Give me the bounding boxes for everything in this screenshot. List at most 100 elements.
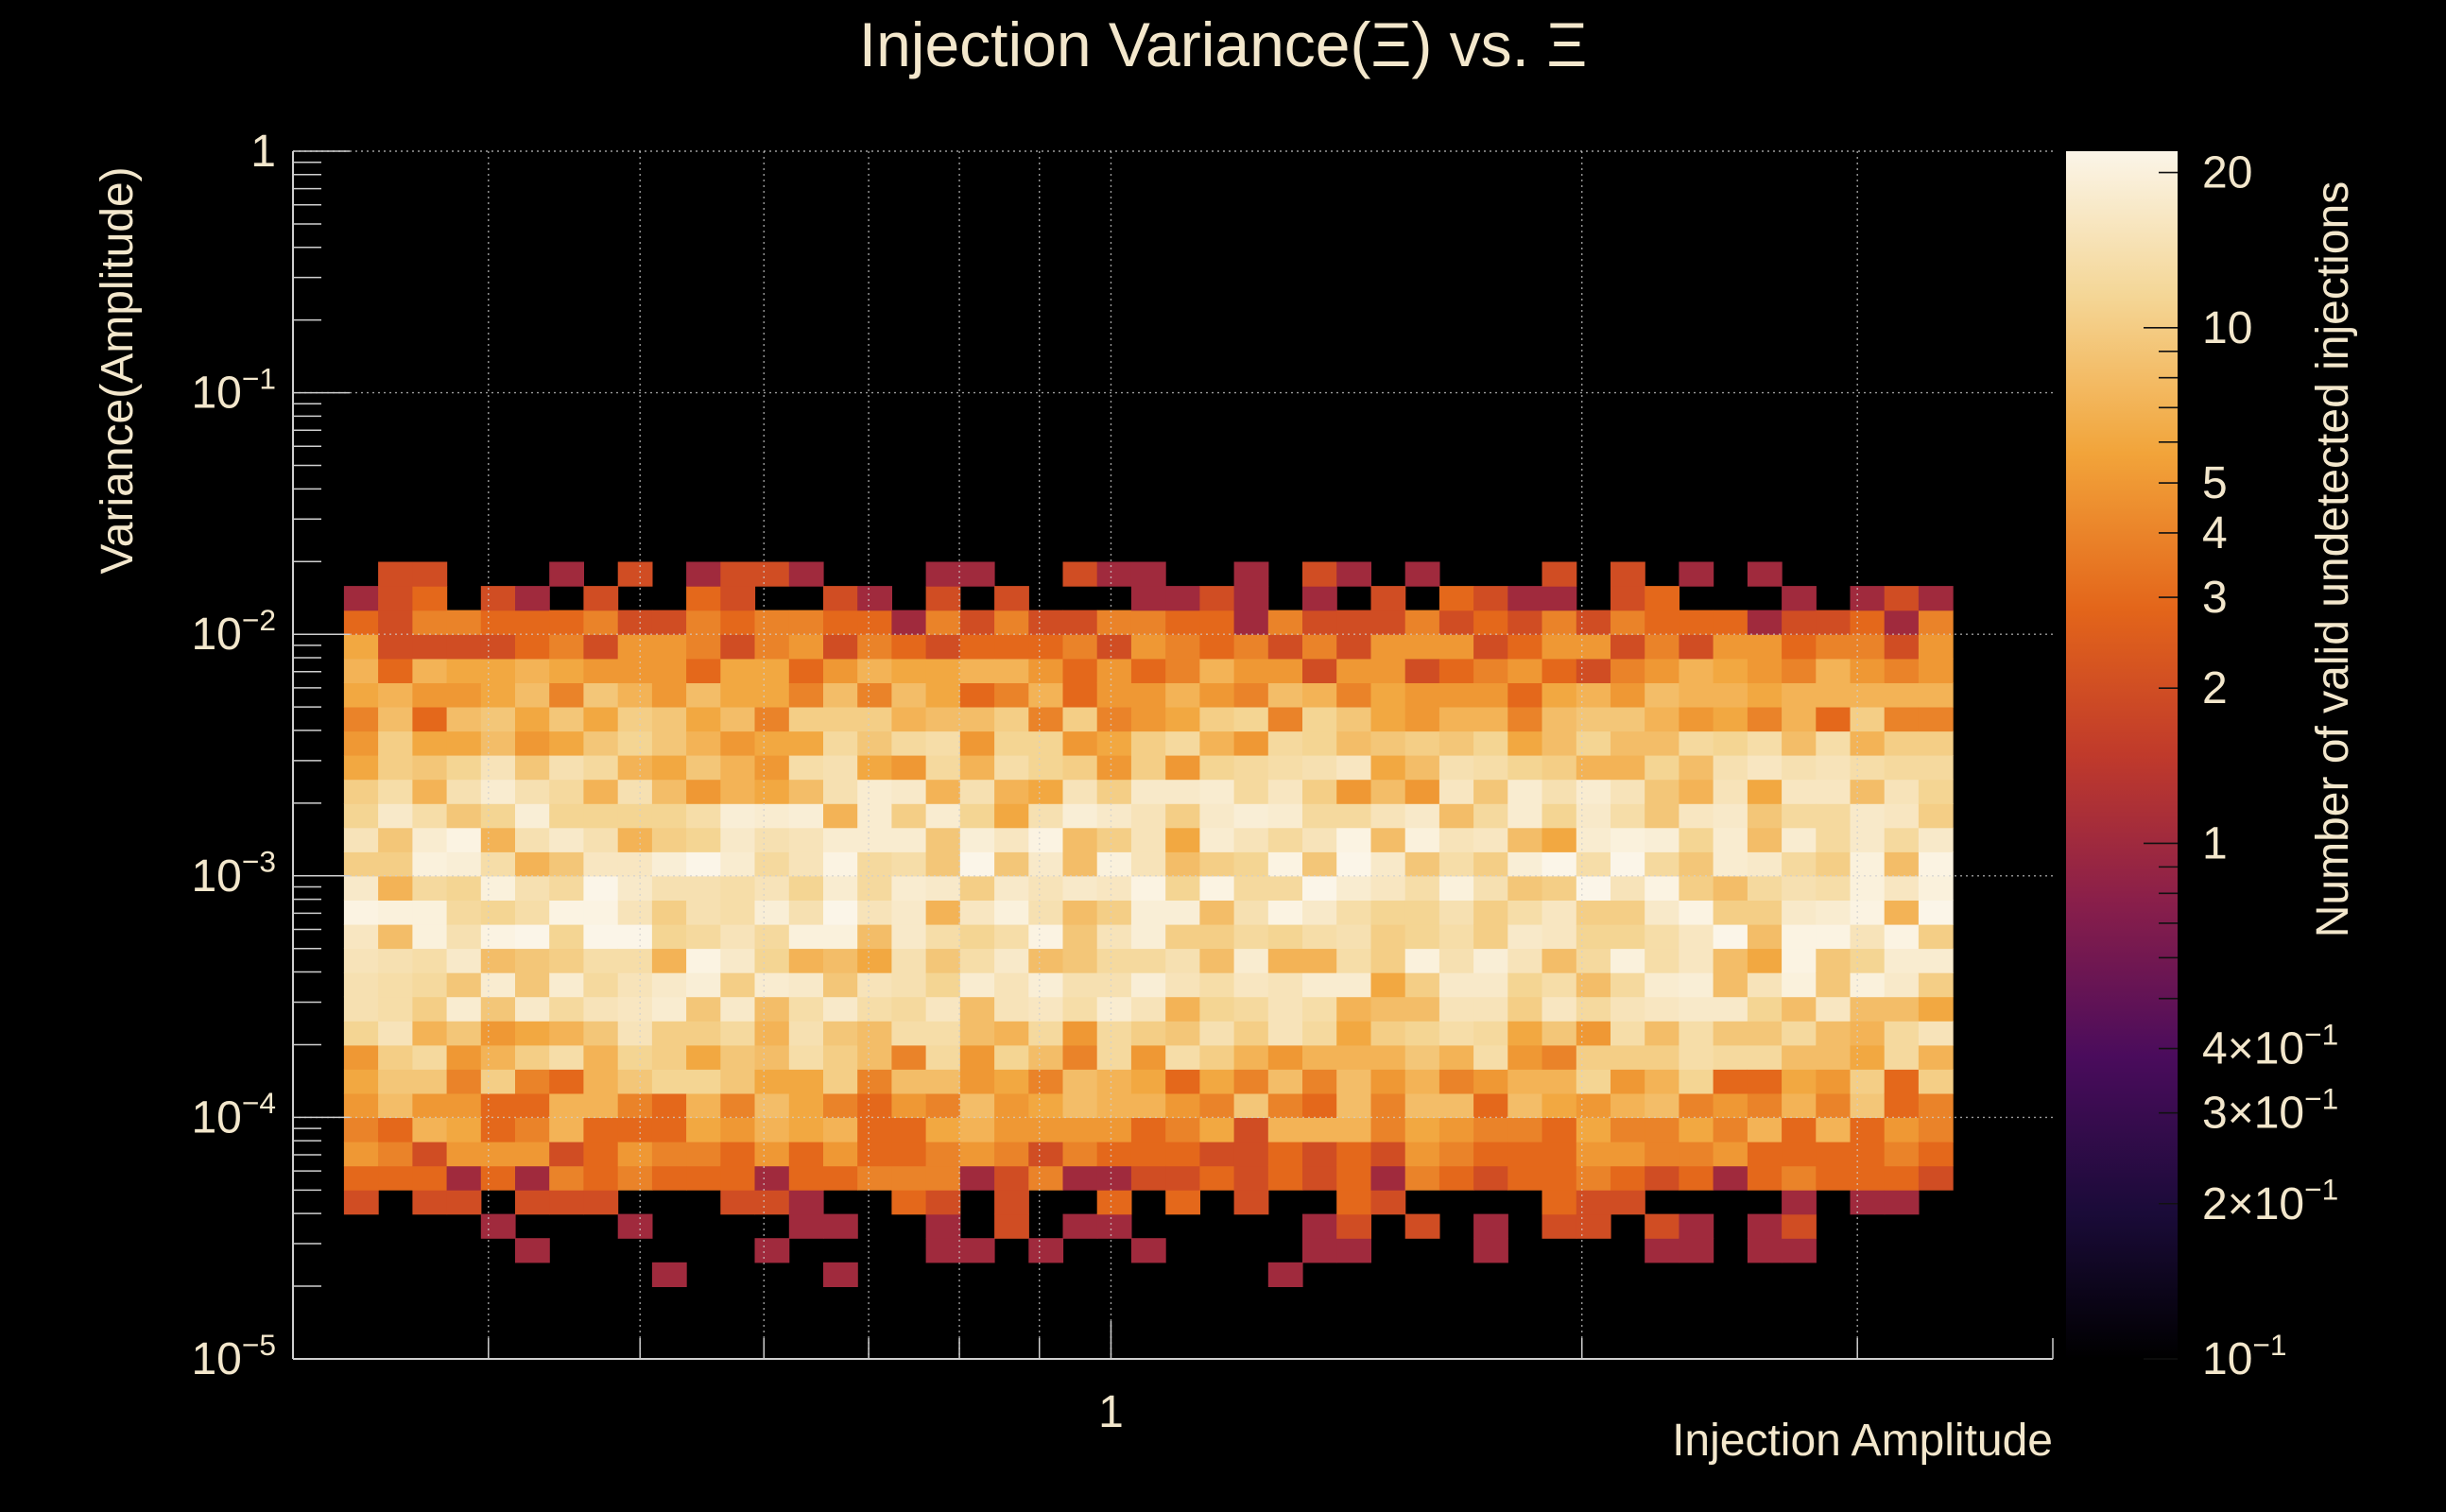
heatmap-cell [1542,730,1577,756]
colorbar-ticks: 20 10 54 3 2 1 4×10−1 3×10−1 2×10−1 10−1 [2144,148,2338,1384]
heatmap-cell [549,755,584,781]
heatmap-cell [549,779,584,804]
heatmap-cell [1747,779,1783,804]
heatmap-cell [1679,1238,1714,1263]
heatmap-cell [1611,851,1645,877]
heatmap-cell [1747,1044,1783,1070]
heatmap-cell [1747,658,1783,683]
heatmap-cell [446,1069,482,1094]
heatmap-cell [1233,634,1269,660]
heatmap-cell [1884,1117,1920,1143]
heatmap-cell [1233,923,1269,950]
heatmap-cell [1199,1092,1235,1118]
heatmap-cell [754,1190,790,1215]
heatmap-cell [1782,610,1817,635]
heatmap-cell [1267,682,1303,708]
heatmap-cell [1645,827,1679,852]
heatmap-cell [1816,972,1852,998]
heatmap-cell [1233,1069,1269,1094]
heatmap-cell [823,682,858,708]
heatmap-cell [1645,1117,1679,1143]
heatmap-cell [1816,1021,1852,1046]
heatmap-cell [1816,1069,1852,1094]
heatmap-cell [583,1044,619,1070]
heatmap-cell [1028,803,1064,829]
heatmap-cell [1370,1092,1406,1118]
heatmap-cell [549,1069,584,1094]
heatmap-cell [1816,779,1852,804]
heatmap-cell [1782,875,1817,901]
heatmap-cell [1782,1069,1817,1094]
heatmap-cell [1542,1142,1577,1167]
heatmap-cell [1165,634,1200,660]
heatmap-cell [1507,803,1543,829]
heatmap-cell [1438,1044,1474,1070]
heatmap-cell [1850,900,1886,925]
heatmap-cell [1199,634,1235,660]
heatmap-cell [1438,730,1474,756]
colorbar-tick-label: 3×10−1 [2202,1082,2338,1139]
heatmap-cell [1165,1092,1200,1118]
heatmap-cell [1062,900,1098,925]
heatmap-cell [1438,923,1474,950]
heatmap-cell [1404,923,1440,950]
heatmap-cell [1096,827,1132,852]
heatmap-cell [1302,948,1337,973]
heatmap-cell [1884,634,1920,660]
heatmap-cell [754,610,790,635]
heatmap-cell [1130,1238,1166,1263]
heatmap-cell [1028,682,1064,708]
heatmap-cell [1165,610,1200,635]
heatmap-cell [1611,972,1645,998]
heatmap-cell [617,1069,653,1094]
heatmap-cell [412,1092,448,1118]
heatmap-cell [1302,972,1337,998]
heatmap-cell [549,996,584,1022]
heatmap-cell [1302,1069,1337,1094]
heatmap-cell [1850,1021,1886,1046]
colorbar-tick-label: 10 [2202,303,2252,353]
heatmap-cell [617,1165,653,1191]
heatmap-cell [1336,755,1371,781]
heatmap-cell [515,875,550,901]
heatmap-cell [1233,996,1269,1022]
heatmap-cell [583,658,619,683]
heatmap-cell [1028,900,1064,925]
heatmap-cell [343,948,379,973]
heatmap-cell [1199,827,1235,852]
heatmap-cell [994,1092,1029,1118]
heatmap-cell [1782,1092,1817,1118]
heatmap-cell [1336,875,1371,901]
heatmap-cell [1782,706,1817,732]
heatmap-cell [1850,634,1886,660]
heatmap-cell [1302,610,1337,635]
heatmap-cell [1370,658,1406,683]
heatmap-cell [1713,923,1748,950]
heatmap-cell [720,730,756,756]
colorbar-tick-label: 1 [2202,818,2228,868]
heatmap-cell [412,1044,448,1070]
heatmap-cell [1062,948,1098,973]
heatmap-cell [515,851,550,877]
heatmap-cell [823,1021,858,1046]
heatmap-cell [1713,1165,1748,1191]
heatmap-cell [480,803,516,829]
heatmap-cell [1542,1044,1577,1070]
heatmap-cell [891,1165,927,1191]
heatmap-cell [1404,803,1440,829]
heatmap-cell [1096,1117,1132,1143]
heatmap-cell [1611,996,1645,1022]
heatmap-cell [1747,803,1783,829]
heatmap-cell [1438,948,1474,973]
heatmap-cell [1542,779,1577,804]
heatmap-cell [891,900,927,925]
heatmap-cell [1507,1165,1543,1191]
heatmap-cell [788,779,824,804]
heatmap-cell [1096,1165,1132,1191]
heatmap-cell [1473,851,1508,877]
heatmap-cell [378,1117,413,1143]
heatmap-cell [480,923,516,950]
heatmap-cell [1370,730,1406,756]
heatmap-cell [1404,634,1440,660]
heatmap-cell [651,827,687,852]
